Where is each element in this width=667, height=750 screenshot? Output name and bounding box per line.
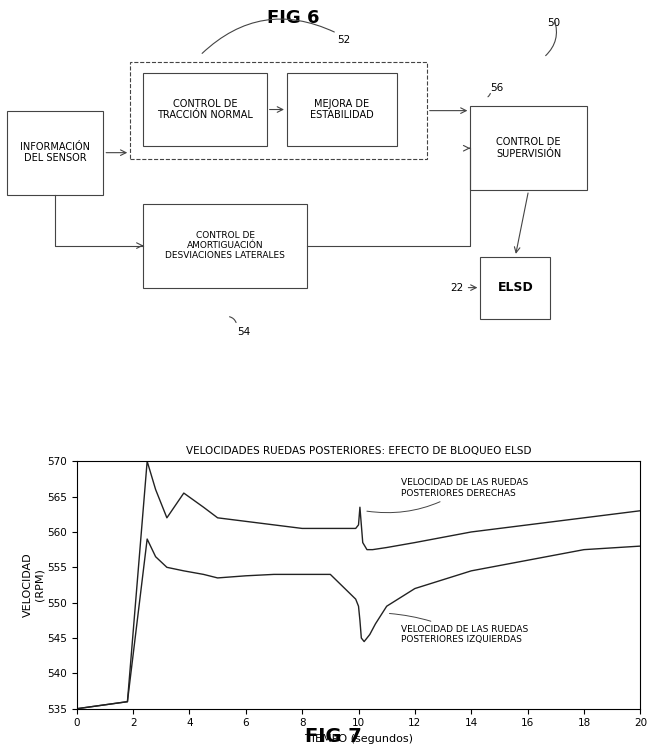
- Title: VELOCIDADES RUEDAS POSTERIORES: EFECTO DE BLOQUEO ELSD: VELOCIDADES RUEDAS POSTERIORES: EFECTO D…: [186, 446, 531, 456]
- Text: MEJORA DE
ESTABILIDAD: MEJORA DE ESTABILIDAD: [310, 99, 374, 120]
- Text: CONTROL DE
AMORTIGUACIÓN
DESVIACIONES LATERALES: CONTROL DE AMORTIGUACIÓN DESVIACIONES LA…: [165, 231, 285, 260]
- FancyBboxPatch shape: [470, 106, 587, 190]
- Text: CONTROL DE
SUPERVISIÓN: CONTROL DE SUPERVISIÓN: [496, 137, 561, 159]
- Text: INFORMACIÓN
DEL SENSOR: INFORMACIÓN DEL SENSOR: [20, 142, 90, 164]
- Text: ELSD: ELSD: [498, 281, 533, 294]
- FancyBboxPatch shape: [287, 73, 397, 146]
- Y-axis label: VELOCIDAD
(RPM): VELOCIDAD (RPM): [23, 553, 44, 617]
- Text: FIG 6: FIG 6: [267, 9, 319, 27]
- X-axis label: TIEMPO (segundos): TIEMPO (segundos): [305, 734, 412, 744]
- FancyBboxPatch shape: [143, 73, 267, 146]
- FancyBboxPatch shape: [7, 111, 103, 195]
- FancyBboxPatch shape: [480, 256, 550, 319]
- Text: 54: 54: [237, 328, 250, 338]
- FancyBboxPatch shape: [143, 203, 307, 288]
- Text: VELOCIDAD DE LAS RUEDAS
POSTERIORES IZQUIERDAS: VELOCIDAD DE LAS RUEDAS POSTERIORES IZQU…: [390, 614, 528, 644]
- Text: CONTROL DE
TRACCIÓN NORMAL: CONTROL DE TRACCIÓN NORMAL: [157, 99, 253, 120]
- Text: 22: 22: [450, 283, 464, 292]
- Text: VELOCIDAD DE LAS RUEDAS
POSTERIORES DERECHAS: VELOCIDAD DE LAS RUEDAS POSTERIORES DERE…: [367, 478, 528, 513]
- Text: 56: 56: [490, 83, 504, 93]
- FancyBboxPatch shape: [130, 62, 427, 159]
- Text: 52: 52: [337, 35, 350, 46]
- Text: 50: 50: [547, 18, 560, 28]
- Text: FIG 7: FIG 7: [305, 728, 362, 746]
